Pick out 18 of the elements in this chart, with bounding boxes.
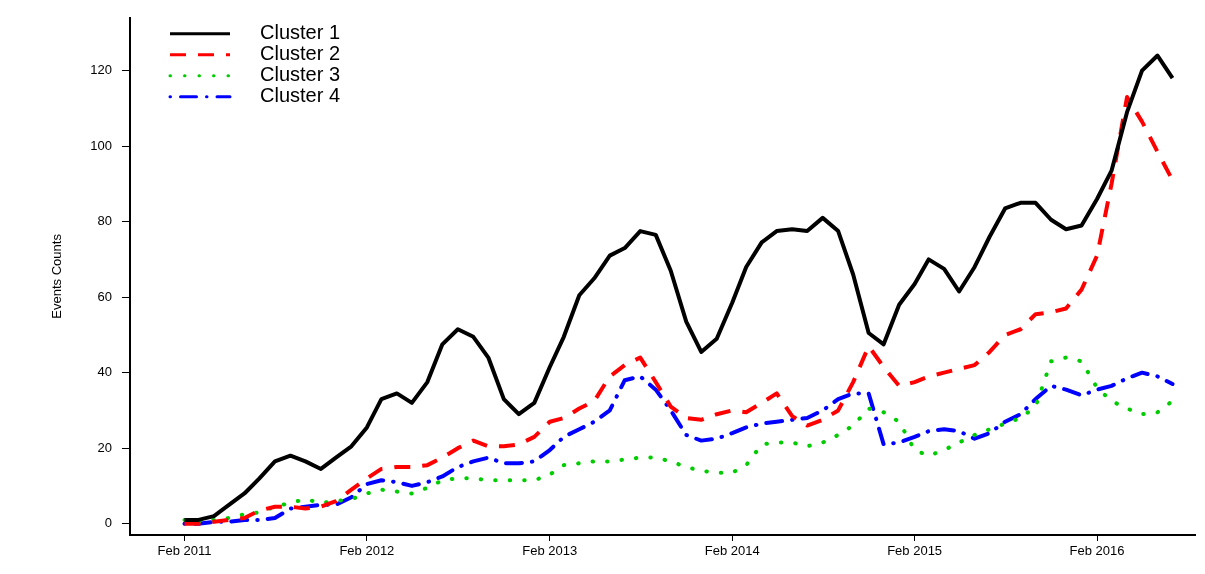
y-tick-label: 0 [104,515,112,531]
y-tick-label: 100 [90,137,112,153]
legend-label: Cluster 3 [260,63,341,86]
y-tick-label: 80 [97,213,112,229]
x-tick-label: Feb 2015 [887,543,943,559]
y-tick-label: 60 [97,288,112,304]
y-axis-title: Events Counts [49,233,65,319]
y-tick-label: 40 [97,364,112,380]
legend-label: Cluster 1 [260,21,341,44]
x-tick-label: Feb 2012 [339,543,395,559]
x-tick-label: Feb 2011 [157,543,212,559]
legend-label: Cluster 4 [260,84,341,107]
y-tick-label: 20 [97,439,112,455]
x-tick-label: Feb 2014 [704,543,760,559]
y-tick-label: 120 [90,62,112,78]
x-tick-label: Feb 2016 [1069,543,1125,559]
x-tick-label: Feb 2013 [522,543,578,559]
legend-label: Cluster 2 [260,42,341,65]
